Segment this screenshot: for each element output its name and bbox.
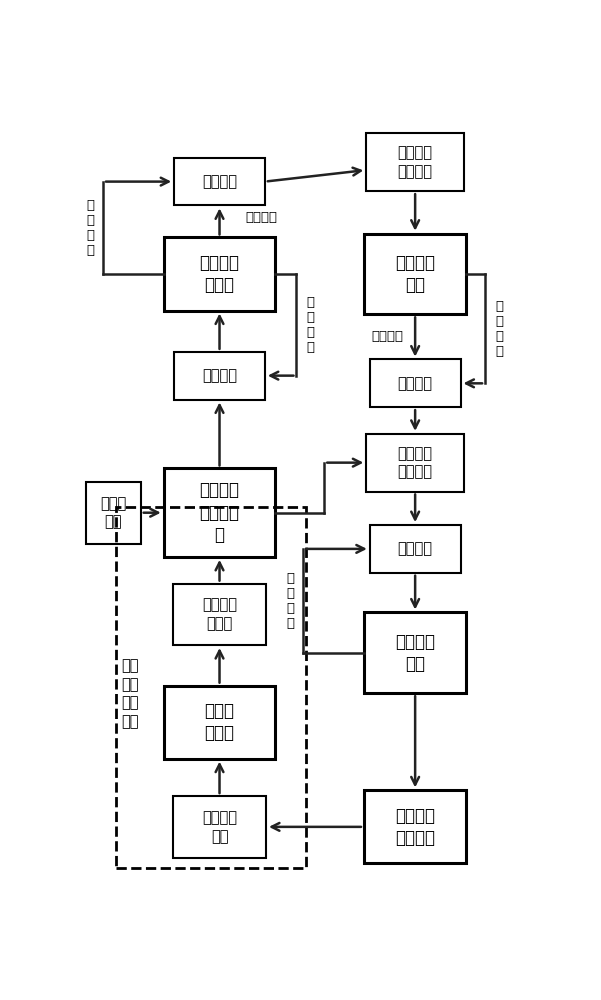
- Bar: [174, 158, 265, 205]
- Bar: [163, 237, 275, 311]
- Text: 下
一
历
元: 下 一 历 元: [86, 199, 94, 257]
- Text: 可用速度
数据: 可用速度 数据: [395, 254, 435, 294]
- Text: 递归滤波: 递归滤波: [202, 368, 237, 383]
- Text: 实时振动
位移数据: 实时振动 位移数据: [395, 807, 435, 847]
- Text: 下
一
历
元: 下 一 历 元: [495, 300, 503, 358]
- Text: 下
一
历
元: 下 一 历 元: [286, 572, 294, 630]
- Bar: [366, 133, 464, 191]
- Bar: [364, 790, 466, 863]
- Text: 位移数据: 位移数据: [398, 376, 433, 391]
- Text: 加权滑动
均值滤波: 加权滑动 均值滤波: [398, 446, 433, 479]
- Text: 速度数据: 速度数据: [202, 174, 237, 189]
- Bar: [86, 482, 141, 544]
- Bar: [364, 612, 466, 693]
- Bar: [174, 352, 265, 400]
- Bar: [173, 584, 266, 645]
- Text: 参数最
优估计: 参数最 优估计: [204, 702, 234, 742]
- Bar: [163, 686, 275, 759]
- Text: 下
一
历
元: 下 一 历 元: [307, 296, 314, 354]
- Text: 加权滑动
均值滤波: 加权滑动 均值滤波: [398, 146, 433, 179]
- Bar: [116, 507, 306, 868]
- Text: 一次积分: 一次积分: [371, 330, 403, 343]
- Bar: [173, 796, 266, 858]
- Text: 可用位移
数据: 可用位移 数据: [395, 633, 435, 673]
- Text: 位移样本
数据: 位移样本 数据: [202, 810, 237, 844]
- Bar: [364, 234, 466, 314]
- Text: 算法
参数
最优
固定: 算法 参数 最优 固定: [121, 658, 139, 729]
- Text: 一次积分: 一次积分: [245, 211, 277, 224]
- Text: 递归滤波: 递归滤波: [398, 541, 433, 556]
- Text: 可用加速
度数据: 可用加速 度数据: [200, 254, 240, 294]
- Bar: [366, 434, 464, 492]
- Bar: [370, 525, 460, 573]
- Bar: [163, 468, 275, 557]
- Text: 加速度实
时监测数
据: 加速度实 时监测数 据: [200, 482, 240, 544]
- Bar: [370, 359, 460, 407]
- Text: 参数初
始化: 参数初 始化: [100, 496, 126, 530]
- Text: 加速度样
本数据: 加速度样 本数据: [202, 598, 237, 631]
